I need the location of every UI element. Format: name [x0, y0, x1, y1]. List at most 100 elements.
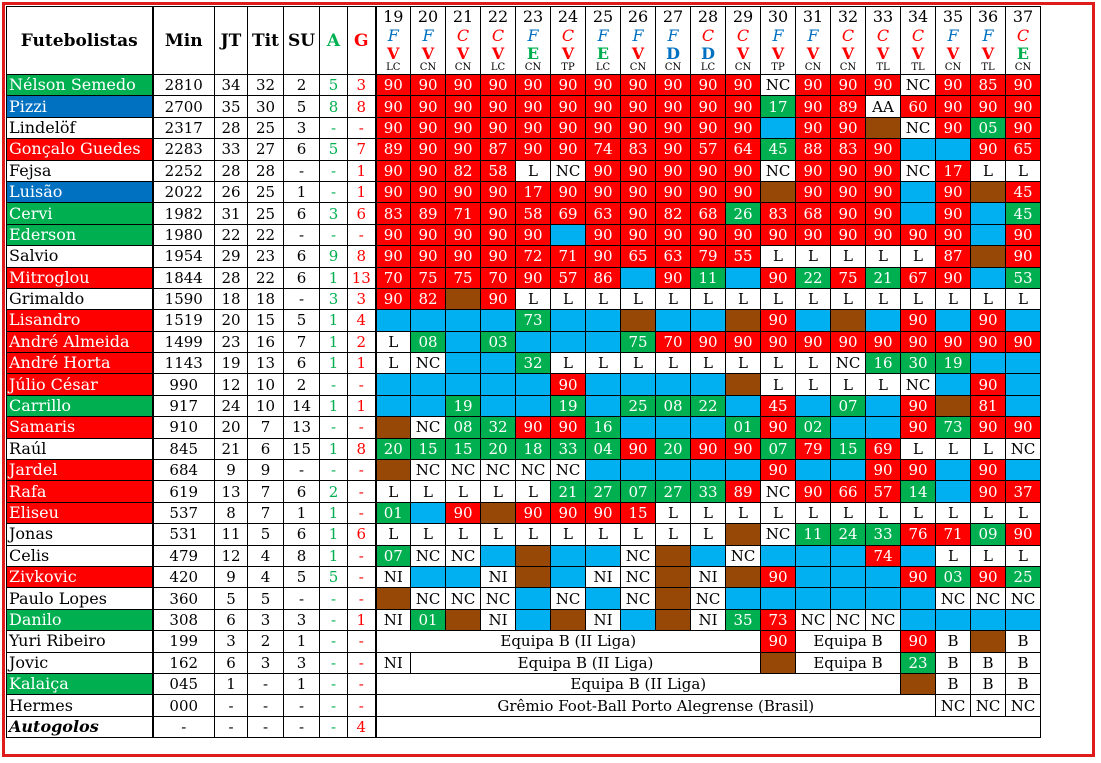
games-played-cell: 28: [214, 266, 248, 289]
round-venue: C: [445, 26, 481, 45]
match-cell: 90: [935, 73, 971, 97]
match-cell: [1005, 459, 1041, 482]
match-cell: [690, 416, 726, 439]
minutes-cell: 537: [152, 501, 215, 525]
player-name: Zivkovic: [6, 565, 154, 589]
match-cell: 75: [830, 266, 866, 289]
match-cell: NC: [760, 159, 796, 182]
starts-cell: -: [247, 694, 284, 717]
match-cell: [585, 373, 621, 396]
round-venue: F: [795, 26, 831, 45]
match-cell: 53: [1005, 266, 1041, 289]
match-cell: [725, 373, 761, 396]
round-result: V TL: [865, 45, 901, 75]
match-cell: 82: [445, 159, 481, 182]
match-cell: AA: [865, 95, 901, 118]
games-played-cell: 5: [214, 587, 248, 610]
round-result-letter: V: [736, 45, 750, 63]
match-cell: 90: [480, 287, 516, 311]
match-cell: 90: [480, 223, 516, 247]
match-cell: 33: [550, 437, 586, 461]
match-cell: 90: [760, 309, 796, 332]
round-competition: CN: [1014, 62, 1032, 73]
match-cell: 76: [900, 523, 936, 546]
round-result-letter: E: [596, 45, 610, 63]
match-cell: 27: [655, 480, 691, 503]
match-cell: 90: [725, 437, 761, 461]
match-cell: 19: [550, 394, 586, 418]
match-cell: NC: [760, 523, 796, 546]
match-cell: 90: [760, 630, 796, 653]
match-cell: [374, 715, 1041, 739]
match-cell: 90: [655, 73, 691, 97]
goals-cell: -: [347, 651, 376, 674]
match-cell: 90: [760, 266, 796, 289]
minutes-cell: 1519: [152, 309, 215, 332]
round-competition: TL: [876, 62, 890, 73]
games-played-cell: 29: [214, 245, 248, 268]
match-cell: 90: [725, 116, 761, 140]
match-cell: 16: [865, 352, 901, 375]
match-cell: [620, 373, 656, 396]
own-goals-row: Autogolos - - - - -4: [6, 715, 1041, 739]
match-cell: 90: [410, 138, 446, 161]
match-cell: L: [690, 501, 726, 525]
match-cell: [585, 394, 621, 418]
player-row: Paulo Lopes 360 5 5- - - NC NC NC NC NC NC NC NC NC: [6, 587, 1041, 610]
starts-cell: 22: [247, 223, 284, 247]
match-cell: [445, 330, 481, 354]
match-cell: 90: [515, 73, 551, 97]
match-cell: B: [1005, 630, 1041, 653]
match-cell: [515, 565, 551, 589]
match-cell: 01: [410, 608, 446, 632]
match-cell: [515, 608, 551, 632]
round-result-letter: V: [981, 45, 995, 63]
match-cell: 90: [865, 330, 901, 354]
player-name: Carrillo: [6, 394, 154, 418]
match-cell: 19: [935, 352, 971, 375]
match-cell: [585, 309, 621, 332]
goals-cell: 8: [347, 437, 376, 461]
match-cell: 90: [1005, 73, 1041, 97]
assists-cell: 5: [319, 138, 348, 161]
assists-cell: -: [319, 587, 348, 610]
match-cell: B: [1005, 651, 1041, 674]
match-cell: 90: [795, 223, 831, 247]
match-cell: 90: [1005, 95, 1041, 118]
round-venue: F: [620, 26, 656, 45]
match-cell: L: [830, 501, 866, 525]
substitute-cell: 1: [283, 672, 320, 696]
match-cell: NC: [795, 608, 831, 632]
match-cell: 90: [690, 330, 726, 354]
goals-cell: 1: [347, 352, 376, 375]
match-cell: 90: [690, 223, 726, 247]
match-cell: 90: [374, 159, 411, 182]
match-cell: 90: [795, 116, 831, 140]
substitute-cell: -: [283, 715, 320, 739]
assists-cell: 3: [319, 202, 348, 225]
match-cell: NI: [374, 651, 411, 674]
player-row: Danilo 308 6 3 3-1 NI 01 NI NI NI 35 73 NC NC NC: [6, 608, 1041, 632]
match-cell: NC: [1005, 587, 1041, 610]
match-cell: [550, 608, 586, 632]
match-cell: [935, 394, 971, 418]
match-cell: [935, 608, 971, 632]
match-cell: NC: [760, 480, 796, 503]
starts-cell: 23: [247, 245, 284, 268]
match-cell: 90: [900, 309, 936, 332]
player-name: Kalaiça: [6, 672, 154, 696]
match-cell: 90: [760, 223, 796, 247]
match-cell: Equipa B (II Liga): [374, 672, 901, 696]
round-number: 21: [445, 6, 481, 26]
match-cell: 90: [690, 437, 726, 461]
match-cell: [655, 373, 691, 396]
match-cell: 71: [935, 523, 971, 546]
match-cell: NC: [410, 416, 446, 439]
round-number: 22: [480, 6, 516, 26]
substitute-cell: 7: [283, 330, 320, 354]
match-cell: 90: [620, 95, 656, 118]
match-cell: 08: [410, 330, 446, 354]
match-cell: 09: [970, 523, 1006, 546]
player-row: Yuri Ribeiro 199 3 2 1- - Equipa B (II Liga) 90…: [6, 630, 1041, 653]
assists-cell: 5: [319, 565, 348, 589]
